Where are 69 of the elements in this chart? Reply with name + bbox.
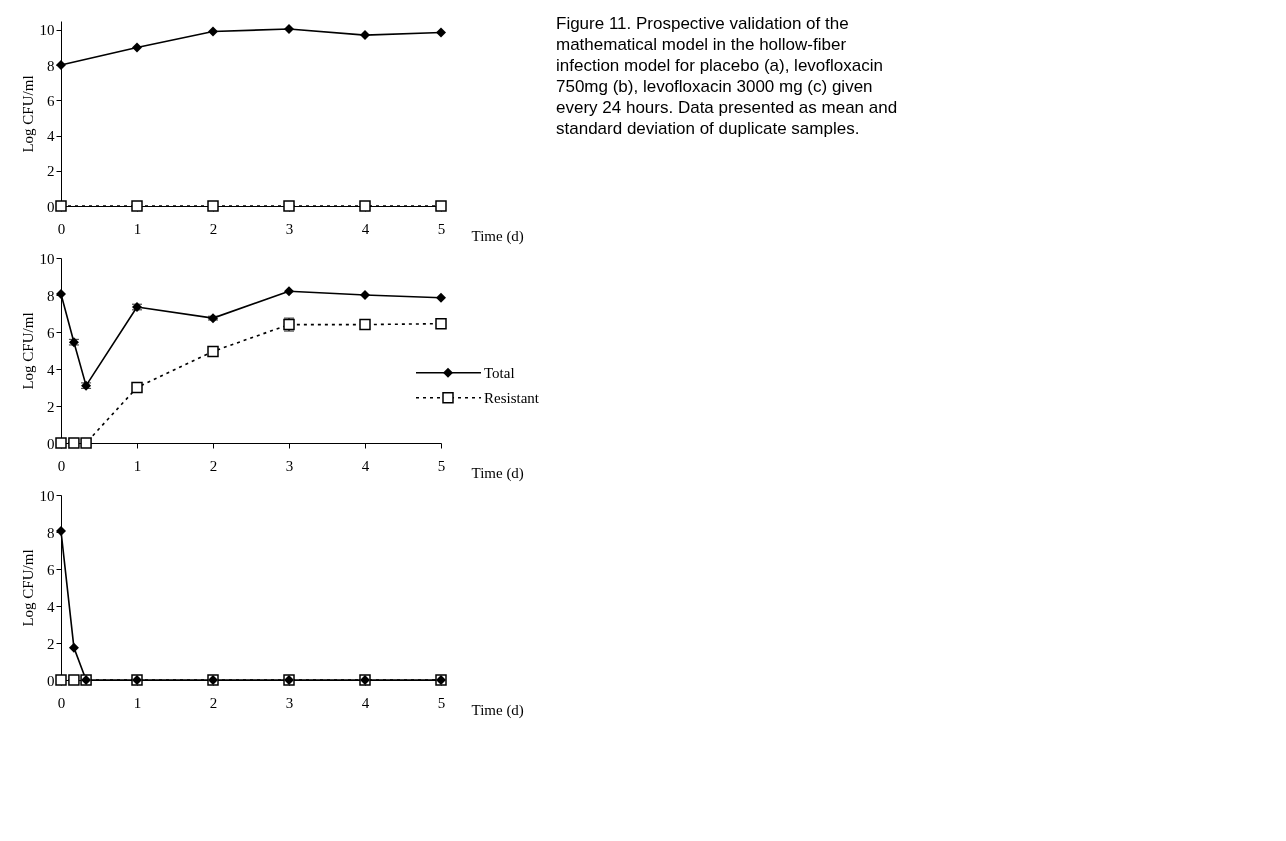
point	[207, 345, 219, 358]
x-tick-label: 2	[209, 694, 218, 711]
x-tick-label: 1	[133, 457, 142, 474]
y-tick-label: 4	[47, 598, 55, 615]
y-axis-title: Log CFU/ml	[19, 75, 36, 153]
y-tick-label: 4	[47, 128, 55, 145]
y-tick-label: 0	[47, 672, 55, 689]
point	[283, 200, 295, 212]
y-tick-label: 0	[47, 198, 55, 215]
point	[131, 200, 143, 212]
x-tick-label: 2	[209, 457, 218, 474]
x-tick-label: 5	[437, 457, 446, 474]
point	[435, 200, 447, 212]
y-tick-label: 10	[39, 250, 55, 267]
y-tick-label: 6	[47, 324, 55, 341]
point	[359, 318, 371, 331]
point	[56, 289, 66, 300]
point	[360, 30, 370, 41]
point	[436, 292, 446, 303]
y-tick-label: 2	[47, 398, 55, 415]
y-tick-label: 2	[47, 635, 55, 652]
point	[132, 42, 142, 53]
y-tick-label: 8	[47, 57, 55, 74]
y-tick-label: 0	[47, 435, 55, 452]
point	[68, 674, 80, 686]
y-axis-title: Log CFU/ml	[19, 312, 36, 390]
x-tick-label: 1	[133, 694, 142, 711]
point	[80, 437, 92, 449]
point	[360, 290, 370, 300]
x-axis-title: Time (d)	[471, 464, 524, 482]
y-axis-title: Log CFU/ml	[19, 549, 36, 627]
x-tick-label: 4	[361, 694, 370, 711]
point	[68, 437, 80, 449]
point	[284, 286, 294, 297]
y-tick-label: 10	[39, 487, 55, 504]
y-tick-label: 8	[47, 287, 55, 304]
y-tick-label: 2	[47, 163, 55, 180]
x-tick-label: 1	[133, 220, 142, 237]
x-tick-label: 2	[209, 220, 218, 237]
point	[208, 26, 218, 37]
point	[435, 317, 447, 330]
point	[55, 437, 67, 449]
y-tick-label: 10	[39, 22, 55, 39]
point	[68, 642, 79, 653]
x-tick-label: 5	[437, 220, 446, 237]
point	[55, 200, 67, 212]
point	[436, 27, 446, 38]
point	[131, 381, 143, 394]
x-tick-label: 5	[437, 694, 446, 711]
x-tick-label: 4	[361, 457, 370, 474]
x-tick-label: 3	[285, 220, 294, 237]
x-tick-label: 3	[285, 457, 294, 474]
point	[284, 23, 294, 34]
caption: Figure 11. Prospective validation of the mathematical model in the hollow-fiber infection model for placebo (a), levofloxacin 750mg (b), levofloxacin 3000 mg (c) given every 24 hours. Data presented as mean and standard deviation of duplicate samples.	[556, 14, 898, 138]
legend-label: Total	[484, 364, 515, 381]
point	[207, 200, 219, 212]
x-tick-label: 3	[285, 694, 294, 711]
y-tick-label: 6	[47, 92, 55, 109]
point	[359, 200, 371, 212]
point	[56, 60, 66, 71]
y-tick-label: 4	[47, 361, 55, 378]
y-tick-label: 6	[47, 561, 55, 578]
y-tick-label: 8	[47, 524, 55, 541]
x-axis-title: Time (d)	[471, 227, 524, 245]
point	[55, 674, 67, 686]
x-tick-label: 4	[361, 220, 370, 237]
x-axis-title: Time (d)	[471, 701, 524, 719]
legend-label: Resistant	[484, 389, 540, 406]
point	[56, 526, 66, 537]
